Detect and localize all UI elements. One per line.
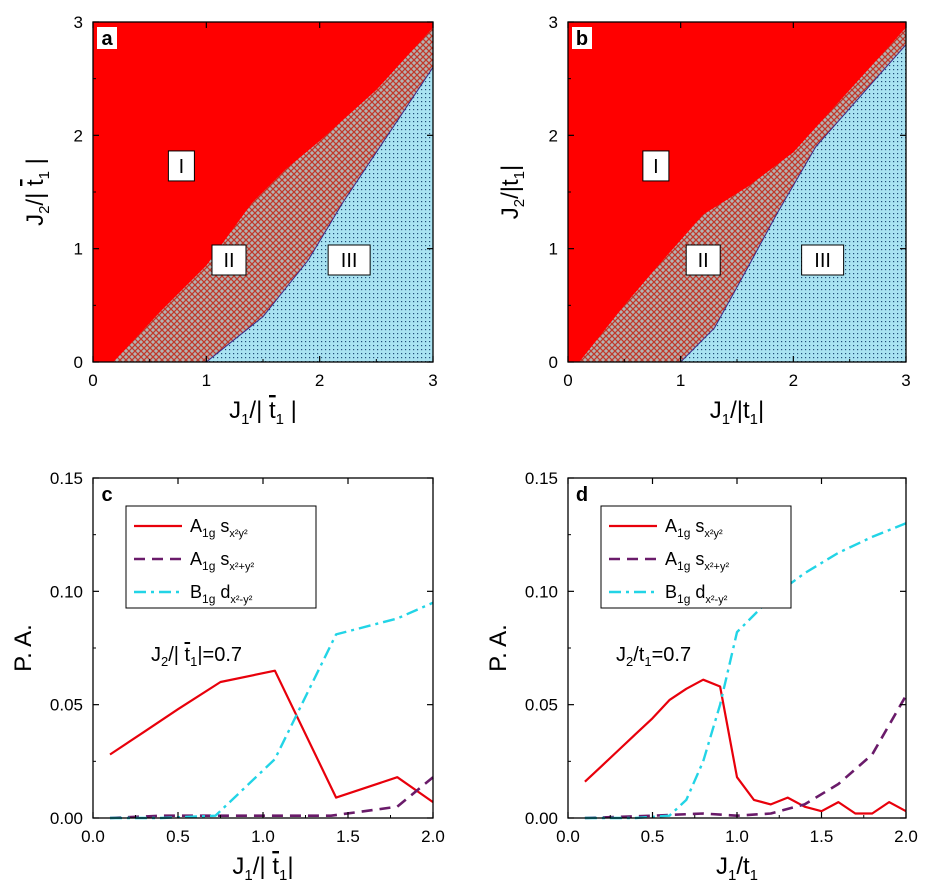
x-tick-label: 2 — [789, 371, 798, 390]
panel-letter-box — [572, 483, 592, 505]
region-label: II — [223, 250, 234, 272]
panel-letter: b — [576, 28, 588, 50]
y-tick-label: 1 — [549, 240, 558, 259]
region-label-box — [801, 244, 845, 276]
boundary-line — [680, 44, 907, 363]
xlabel-axis-label: J1/|t1| — [710, 397, 765, 428]
series-line-1 — [584, 694, 908, 820]
series-line-0 — [584, 678, 907, 815]
panel-letter: a — [101, 28, 113, 50]
boundary-line — [206, 67, 434, 363]
x-tick-label: 3 — [901, 371, 910, 390]
parameter-annotation: J2/| t1|=0.7 — [151, 644, 242, 669]
region-label-box — [167, 150, 195, 182]
y-tick-label: 0.05 — [525, 696, 558, 715]
series-line-0 — [109, 669, 434, 804]
y-tick-label: 0.10 — [50, 582, 83, 601]
ylabel-axis-label: J2/|t1| — [497, 165, 528, 220]
panel-letter: c — [101, 484, 112, 506]
panel-letter-box — [97, 483, 117, 505]
pairing-chart-c: 0.0 0.5 1.0 1.5 2.0 0.00 0.05 0.10 0.15 c A1g sx²y… — [10, 469, 445, 884]
x-tick-label: 0.5 — [641, 827, 665, 846]
y-tick-label: 0 — [74, 353, 83, 372]
x-tick-label: 0 — [88, 371, 97, 390]
region-label: I — [653, 156, 659, 178]
legend-box — [600, 505, 792, 609]
legend-box — [125, 505, 317, 609]
legend-entry: B1g dx²-y² — [665, 582, 728, 606]
x-tick-label: 1 — [202, 371, 211, 390]
legend-entry: A1g sx²y² — [665, 516, 723, 540]
x-tick-label: 2.0 — [894, 827, 918, 846]
region-label: III — [814, 250, 831, 272]
y-tick-label: 3 — [549, 13, 558, 32]
series-line-2 — [584, 522, 907, 820]
x-tick-label: 1.0 — [725, 827, 749, 846]
y-tick-label: 1 — [74, 240, 83, 259]
x-tick-label: 0 — [563, 371, 572, 390]
x-tick-label: 2.0 — [421, 827, 445, 846]
y-tick-label: 0 — [549, 353, 558, 372]
y-tick-label: 2 — [549, 126, 558, 145]
legend-entry: A1g sx²+y² — [665, 549, 729, 573]
xlabel-axis-label: J1/t1 — [716, 853, 758, 884]
x-tick-label: 1.5 — [810, 827, 834, 846]
x-tick-label: 3 — [428, 371, 437, 390]
x-tick-label: 1.0 — [251, 827, 275, 846]
panel-letter-box — [97, 27, 117, 49]
region-label: II — [698, 250, 709, 272]
x-tick-label: 0.0 — [81, 827, 105, 846]
x-tick-label: 1 — [676, 371, 685, 390]
panel-letter-box — [572, 27, 592, 49]
x-tick-label: 0.5 — [166, 827, 190, 846]
y-tick-label: 0.05 — [50, 696, 83, 715]
region-label-box — [685, 244, 721, 276]
y-axis-label: P. A. — [485, 624, 512, 672]
region-III — [206, 67, 433, 362]
x-tick-label: 2 — [315, 371, 324, 390]
ylabel-axis-label: J2/| t1 | — [22, 158, 53, 226]
y-tick-label: 0.15 — [525, 469, 558, 488]
parameter-annotation: J2/t1=0.7 — [616, 644, 691, 669]
region-label-box — [642, 150, 670, 182]
xlabel-axis-label: J1/| t1 | — [229, 397, 297, 428]
xlabel-axis-label: J1/| t1| — [232, 853, 293, 884]
y-tick-label: 0.10 — [525, 582, 558, 601]
region-label-box — [211, 244, 247, 276]
y-tick-label: 0.00 — [50, 809, 83, 828]
y-tick-label: 3 — [74, 13, 83, 32]
region-III — [680, 44, 906, 363]
y-tick-label: 0.00 — [525, 809, 558, 828]
region-label-box — [327, 244, 371, 276]
legend-entry: A1g sx²+y² — [190, 549, 254, 573]
panel-letter: d — [576, 484, 588, 506]
y-tick-label: 0.15 — [50, 469, 83, 488]
legend-entry: B1g dx²-y² — [190, 582, 253, 606]
region-label: I — [179, 156, 185, 178]
y-axis-label: P. A. — [10, 624, 37, 672]
legend-entry: A1g sx²y² — [190, 516, 248, 540]
x-tick-label: 0.0 — [556, 827, 580, 846]
pairing-chart-d: 0.0 0.5 1.0 1.5 2.0 0.00 0.05 0.10 0.15 d A1g sx²y… — [485, 469, 918, 884]
y-tick-label: 2 — [74, 126, 83, 145]
x-tick-label: 1.5 — [336, 827, 360, 846]
region-label: III — [341, 250, 358, 272]
